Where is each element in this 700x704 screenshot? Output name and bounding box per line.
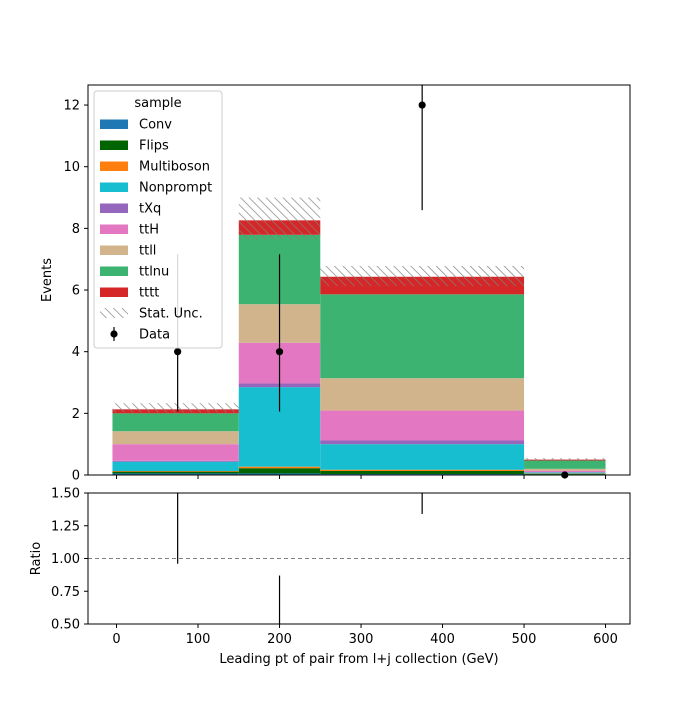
data-point-3 bbox=[419, 101, 426, 108]
top-y-axis-label: Events bbox=[40, 258, 55, 302]
legend-label-multiboson: Multiboson bbox=[139, 160, 210, 175]
legend-swatch-tth bbox=[100, 225, 128, 235]
top-y-tick-label-4: 4 bbox=[72, 345, 80, 360]
bar-flips-bin-2 bbox=[239, 468, 321, 473]
legend-label-ttll: ttll bbox=[139, 244, 156, 259]
bar-nonprompt-bin-3 bbox=[320, 444, 524, 470]
ratio-y-axis-label: Ratio bbox=[29, 542, 44, 575]
x-tick-label-200: 200 bbox=[267, 632, 292, 647]
ratio-y-tick-label-4: 1.50 bbox=[51, 487, 80, 502]
legend-label-data: Data bbox=[139, 328, 170, 343]
top-y-tick-label-12: 12 bbox=[63, 99, 80, 114]
bar-flips-bin-1 bbox=[112, 472, 238, 474]
top-y-tick-label-2: 2 bbox=[72, 407, 80, 422]
ratio-axes: 0.50 0.75 1.00 1.25 1.50 0 100 200 300 400 500 600 bbox=[51, 487, 618, 648]
x-axis-label: Leading pt of pair from l+j collection (… bbox=[219, 652, 498, 667]
bar-multiboson-bin-2 bbox=[239, 467, 321, 469]
legend-swatch-ttll bbox=[100, 246, 128, 256]
legend-swatch-txq bbox=[100, 204, 128, 214]
bar-ttlnu-bin-1 bbox=[112, 413, 238, 431]
legend-swatch-multiboson bbox=[100, 162, 128, 172]
top-y-tick-label-10: 10 bbox=[63, 160, 80, 175]
data-point-2 bbox=[276, 348, 283, 355]
x-tick-label-100: 100 bbox=[186, 632, 211, 647]
stat-unc-bin-4 bbox=[524, 458, 606, 461]
stat-unc-bin-2 bbox=[239, 198, 321, 240]
legend-data-marker bbox=[110, 330, 117, 337]
top-y-tick-label-8: 8 bbox=[72, 222, 80, 237]
legend-label-stat-unc: Stat. Unc. bbox=[139, 307, 203, 322]
ratio-y-tick-label-3: 1.25 bbox=[51, 519, 80, 534]
bar-txq-bin-3 bbox=[320, 440, 524, 444]
ratio-plot-frame bbox=[88, 493, 630, 624]
top-y-tick-label-6: 6 bbox=[72, 284, 80, 299]
bar-ttll-bin-1 bbox=[112, 431, 238, 444]
ratio-y-tick-label-2: 1.00 bbox=[51, 552, 80, 567]
legend-swatch-nonprompt bbox=[100, 183, 128, 193]
top-y-tick-label-0: 0 bbox=[72, 469, 80, 484]
legend-swatch-conv bbox=[100, 120, 128, 130]
bar-tth-bin-1 bbox=[112, 444, 238, 461]
legend-label-conv: Conv bbox=[139, 118, 172, 133]
legend-label-ttlnu: ttlnu bbox=[139, 265, 169, 280]
legend-label-nonprompt: Nonprompt bbox=[139, 181, 212, 196]
data-point-1 bbox=[174, 348, 181, 355]
stat-unc-bin-3 bbox=[320, 266, 524, 286]
legend-swatch-tttt bbox=[100, 288, 128, 298]
legend-swatch-stat-unc bbox=[100, 308, 128, 318]
bar-flips-bin-3 bbox=[320, 471, 524, 474]
legend-label-tttt: tttt bbox=[139, 286, 159, 301]
legend-swatch-ttlnu bbox=[100, 267, 128, 277]
bar-nonprompt-bin-1 bbox=[112, 462, 238, 471]
bar-tth-bin-3 bbox=[320, 411, 524, 441]
bar-ttlnu-bin-4 bbox=[524, 461, 606, 469]
bar-multiboson-bin-3 bbox=[320, 470, 524, 471]
bar-multiboson-bin-1 bbox=[112, 471, 238, 472]
legend-title: sample bbox=[134, 96, 181, 111]
x-tick-label-600: 600 bbox=[593, 632, 618, 647]
bar-ttlnu-bin-3 bbox=[320, 294, 524, 378]
bar-txq-bin-1 bbox=[112, 461, 238, 462]
legend: sample Conv Flips Multiboson Nonprompt tXq ttH… bbox=[94, 91, 222, 348]
x-tick-label-300: 300 bbox=[349, 632, 374, 647]
legend-label-txq: tXq bbox=[139, 202, 161, 217]
x-tick-label-0: 0 bbox=[112, 632, 120, 647]
bar-ttll-bin-4 bbox=[524, 469, 606, 471]
legend-swatch-flips bbox=[100, 141, 128, 151]
ratio-y-tick-label-1: 0.75 bbox=[51, 585, 80, 600]
legend-label-tth: ttH bbox=[139, 223, 159, 238]
bar-ttll-bin-3 bbox=[320, 378, 524, 410]
legend-label-flips: Flips bbox=[139, 139, 169, 154]
x-tick-label-400: 400 bbox=[430, 632, 455, 647]
x-tick-label-500: 500 bbox=[512, 632, 537, 647]
ratio-y-tick-label-0: 0.50 bbox=[51, 618, 80, 633]
stat-unc-bin-1 bbox=[112, 403, 238, 412]
